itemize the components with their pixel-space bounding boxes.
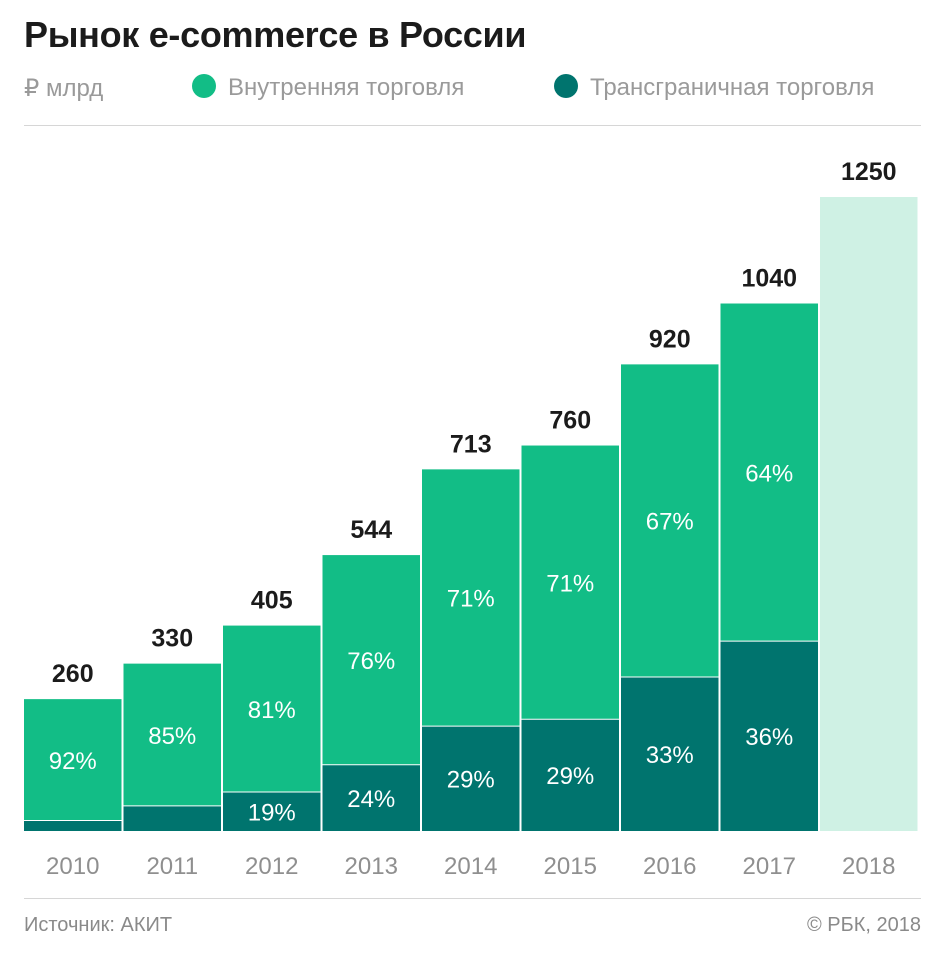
label-domestic-2010: 92% bbox=[49, 748, 97, 775]
label-cross-border-2012: 19% bbox=[248, 799, 296, 826]
legend-item-domestic: Внутренняя торговля bbox=[192, 74, 464, 102]
copyright-note: © РБК, 2018 bbox=[806, 914, 921, 936]
x-tick-label-2017: 2017 bbox=[743, 853, 796, 880]
bar-cross-border-2010 bbox=[24, 820, 122, 831]
x-tick-label-2018: 2018 bbox=[842, 853, 895, 880]
bar-cross-border-2017 bbox=[720, 641, 818, 831]
legend-dot-cross-border-icon bbox=[554, 74, 578, 98]
label-cross-border-2016: 33% bbox=[646, 742, 694, 769]
total-label-2017: 1040 bbox=[741, 265, 797, 293]
x-tick-label-2015: 2015 bbox=[544, 853, 597, 880]
label-domestic-2012: 81% bbox=[248, 697, 296, 724]
bar-forecast-2018 bbox=[820, 197, 918, 831]
source-note: Источник: АКИТ bbox=[24, 914, 173, 936]
total-label-2010: 260 bbox=[52, 660, 94, 688]
total-label-2015: 760 bbox=[549, 407, 591, 435]
bar-domestic-2011 bbox=[123, 663, 221, 806]
total-label-2018: 1250 bbox=[841, 158, 897, 186]
total-label-2012: 405 bbox=[251, 587, 293, 615]
stacked-bar-chart: 92% 260 2010 85% 330 2011 81% 19% 405 2012 76% 24% 5… bbox=[24, 158, 918, 880]
legend: ₽ млрд Внутренняя торговля Трансгранична… bbox=[24, 72, 924, 106]
total-label-2016: 920 bbox=[649, 325, 691, 353]
footer-divider bbox=[24, 898, 921, 899]
chart-title: Рынок e-commerce в России bbox=[24, 14, 527, 55]
legend-label-cross-border: Трансграничная торговля bbox=[590, 74, 875, 101]
label-cross-border-2014: 29% bbox=[447, 767, 495, 794]
label-domestic-2017: 64% bbox=[745, 460, 793, 487]
bar-domestic-2010 bbox=[24, 699, 122, 821]
x-tick-label-2016: 2016 bbox=[643, 853, 696, 880]
label-domestic-2013: 76% bbox=[347, 648, 395, 675]
label-domestic-2016: 67% bbox=[646, 509, 694, 536]
bar-cross-border-2012 bbox=[223, 791, 321, 831]
label-cross-border-2017: 36% bbox=[745, 724, 793, 751]
bar-domestic-2016 bbox=[621, 364, 719, 678]
label-domestic-2014: 71% bbox=[447, 586, 495, 613]
x-tick-label-2011: 2011 bbox=[146, 853, 198, 880]
legend-item-cross-border: Трансграничная торговля bbox=[554, 74, 874, 102]
total-label-2014: 713 bbox=[450, 430, 492, 458]
bar-cross-border-2014 bbox=[422, 726, 520, 831]
bar-domestic-2012 bbox=[223, 625, 321, 792]
bar-cross-border-2011 bbox=[123, 805, 221, 831]
label-domestic-2011: 85% bbox=[148, 723, 196, 750]
x-tick-label-2012: 2012 bbox=[245, 853, 298, 880]
label-cross-border-2013: 24% bbox=[347, 786, 395, 813]
x-tick-label-2014: 2014 bbox=[444, 853, 497, 880]
legend-label-domestic: Внутренняя торговля bbox=[228, 74, 465, 101]
total-label-2011: 330 bbox=[151, 625, 193, 653]
bar-domestic-2017 bbox=[720, 303, 818, 642]
total-label-2013: 544 bbox=[350, 516, 392, 544]
label-cross-border-2015: 29% bbox=[546, 763, 594, 790]
bar-domestic-2013 bbox=[322, 555, 420, 765]
bar-domestic-2015 bbox=[521, 445, 619, 720]
bar-cross-border-2015 bbox=[521, 719, 619, 831]
label-domestic-2015: 71% bbox=[546, 570, 594, 597]
x-tick-label-2013: 2013 bbox=[345, 853, 398, 880]
legend-dot-domestic-icon bbox=[192, 74, 216, 98]
bar-cross-border-2016 bbox=[621, 677, 719, 831]
x-tick-label-2010: 2010 bbox=[46, 853, 99, 880]
unit-label: ₽ млрд bbox=[24, 75, 104, 102]
bar-domestic-2014 bbox=[422, 469, 520, 727]
bar-cross-border-2013 bbox=[322, 764, 420, 831]
header-divider bbox=[24, 125, 921, 126]
